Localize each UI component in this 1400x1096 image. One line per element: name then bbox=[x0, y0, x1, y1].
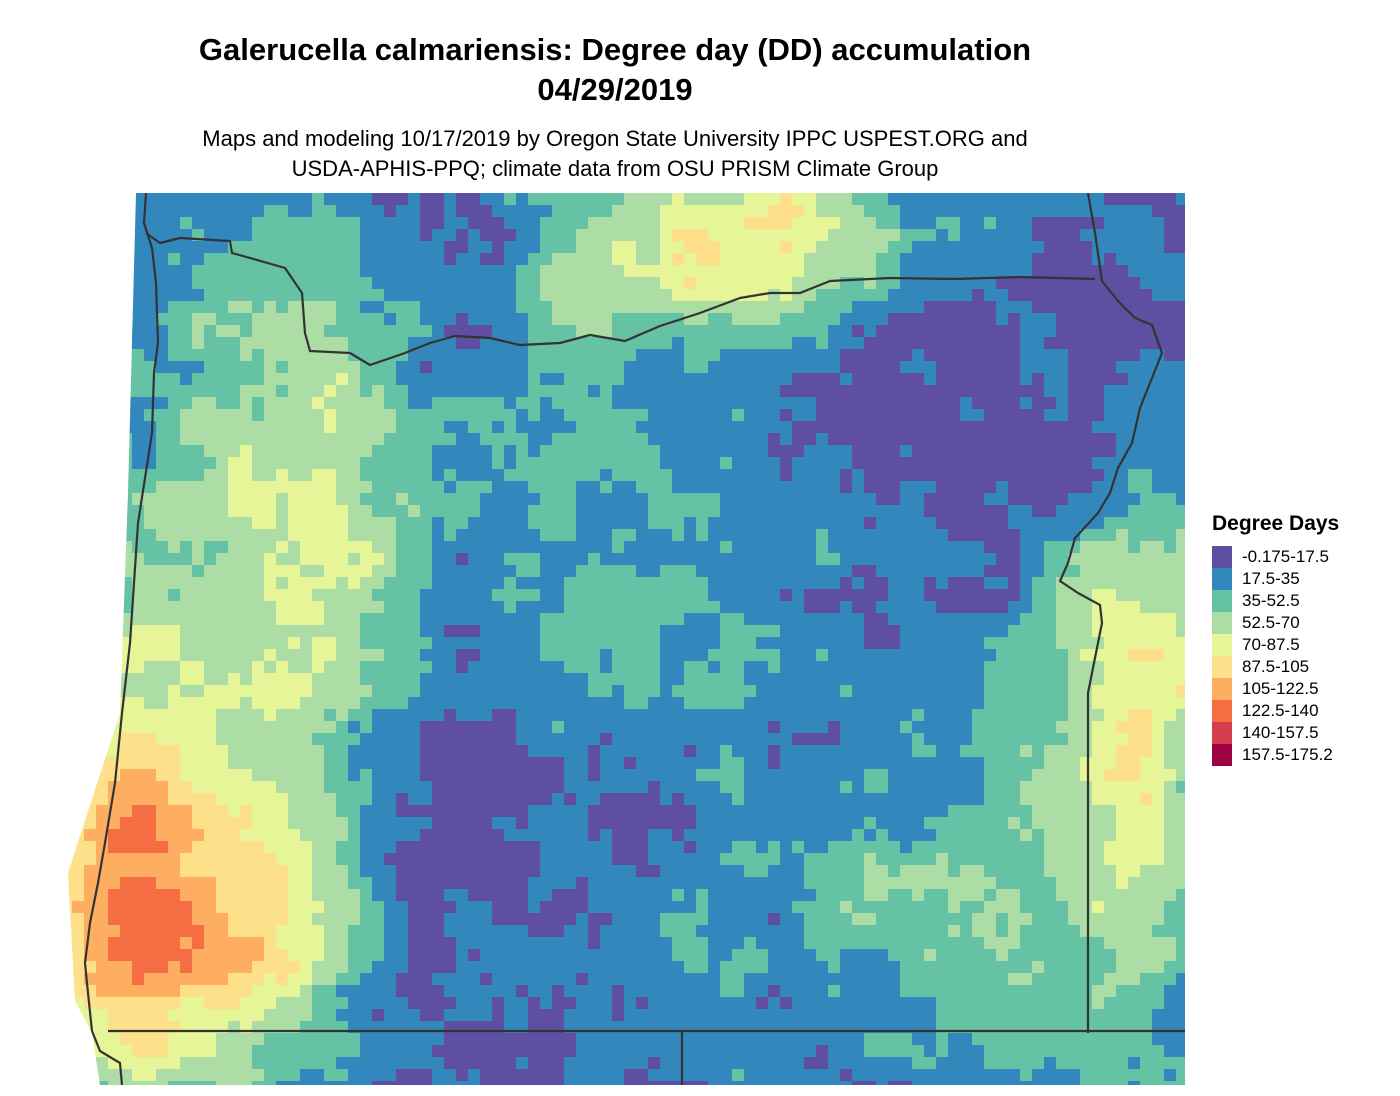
legend-label: 70-87.5 bbox=[1242, 635, 1300, 654]
map-title: Galerucella calmariensis: Degree day (DD… bbox=[0, 30, 1230, 110]
legend-item: 157.5-175.2 bbox=[1212, 744, 1392, 766]
state-borders bbox=[83, 193, 1185, 1085]
legend-swatch bbox=[1212, 612, 1232, 634]
legend-label: 87.5-105 bbox=[1242, 657, 1310, 676]
degree-day-raster bbox=[68, 193, 1185, 1085]
legend-label: -0.175-17.5 bbox=[1242, 547, 1329, 566]
legend-label: 122.5-140 bbox=[1242, 701, 1319, 720]
map-canvas bbox=[68, 193, 1185, 1085]
legend-label: 105-122.5 bbox=[1242, 679, 1319, 698]
subtitle-line-1: Maps and modeling 10/17/2019 by Oregon S… bbox=[202, 126, 1028, 151]
legend-swatch bbox=[1212, 722, 1232, 744]
degree-day-map bbox=[60, 193, 1185, 1085]
legend-item: 140-157.5 bbox=[1212, 722, 1392, 744]
legend-label: 17.5-35 bbox=[1242, 569, 1300, 588]
legend-swatch bbox=[1212, 656, 1232, 678]
map-subtitle: Maps and modeling 10/17/2019 by Oregon S… bbox=[0, 124, 1230, 184]
legend-title: Degree Days bbox=[1212, 512, 1340, 535]
legend-swatch bbox=[1212, 568, 1232, 590]
legend-item: 17.5-35 bbox=[1212, 568, 1392, 590]
washington-border bbox=[145, 232, 1096, 367]
legend-label: 140-157.5 bbox=[1242, 723, 1319, 742]
idaho-border bbox=[1058, 193, 1164, 1033]
legend-swatch bbox=[1212, 634, 1232, 656]
map-title-date: 04/29/2019 bbox=[537, 72, 693, 107]
legend-swatch bbox=[1212, 678, 1232, 700]
legend-swatch bbox=[1212, 744, 1232, 766]
legend-item: 70-87.5 bbox=[1212, 634, 1392, 656]
legend-label: 52.5-70 bbox=[1242, 613, 1300, 632]
legend-item: 87.5-105 bbox=[1212, 656, 1392, 678]
legend-item: 52.5-70 bbox=[1212, 612, 1392, 634]
legend-item: 122.5-140 bbox=[1212, 700, 1392, 722]
legend-label: 35-52.5 bbox=[1242, 591, 1300, 610]
legend-swatch bbox=[1212, 546, 1232, 568]
legend-swatch bbox=[1212, 700, 1232, 722]
map-title-line-1: Galerucella calmariensis: Degree day (DD… bbox=[198, 32, 1032, 67]
legend-swatch bbox=[1212, 590, 1232, 612]
legend-items: -0.175-17.5 17.5-35 35-52.5 52.5-70 70-87.5 8… bbox=[1212, 546, 1392, 766]
coastline-west-border bbox=[83, 193, 160, 1085]
subtitle-line-2: USDA-APHIS-PPQ; climate data from OSU PR… bbox=[291, 156, 939, 181]
legend-item: 35-52.5 bbox=[1212, 590, 1392, 612]
legend-item: 105-122.5 bbox=[1212, 678, 1392, 700]
legend-label: 157.5-175.2 bbox=[1242, 745, 1333, 764]
map-legend: Degree Days -0.175-17.5 17.5-35 35-52.5 52.… bbox=[1212, 512, 1392, 766]
legend-item: -0.175-17.5 bbox=[1212, 546, 1392, 568]
